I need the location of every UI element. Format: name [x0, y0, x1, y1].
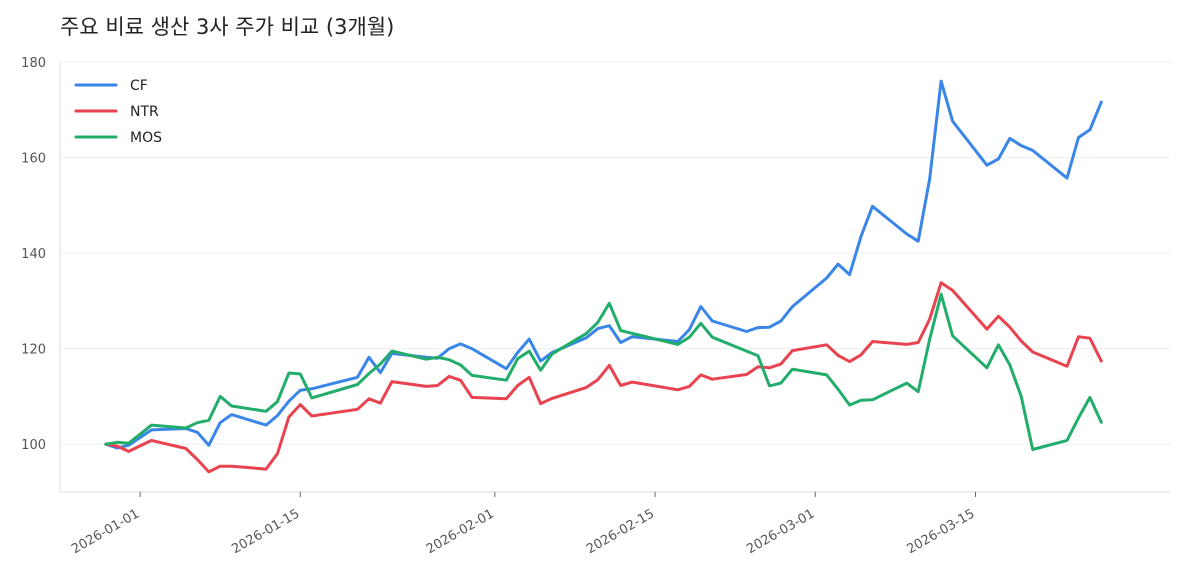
legend: CF NTR MOS	[74, 78, 162, 146]
x-tick-label: 2026-03-01	[744, 506, 817, 557]
legend-label-cf: CF	[130, 78, 148, 94]
y-tick-label: 140	[21, 247, 46, 262]
y-axis-ticks: 100 120 140 160 180	[21, 56, 46, 453]
x-tick-label: 2026-02-01	[424, 506, 497, 557]
series-line-ntr	[104, 281, 1103, 474]
chart-title: 주요 비료 생산 3사 주가 비교 (3개월)	[60, 15, 394, 39]
x-tick-label: 2026-01-15	[229, 506, 302, 557]
y-tick-label: 100	[21, 438, 46, 453]
y-tick-label: 180	[21, 56, 46, 71]
legend-label-ntr: NTR	[130, 104, 159, 120]
series-line-mos	[104, 292, 1103, 451]
x-axis-ticks: 2026-01-01 2026-01-15 2026-02-01 2026-02-15…	[69, 492, 977, 557]
series-lines	[104, 79, 1103, 474]
series-line-cf	[104, 79, 1103, 450]
x-tick-label: 2026-03-15	[905, 506, 978, 557]
grid-lines	[60, 61, 1170, 445]
y-tick-label: 120	[21, 343, 46, 358]
x-tick-label: 2026-01-01	[69, 506, 142, 557]
legend-label-mos: MOS	[130, 130, 162, 146]
y-tick-label: 160	[21, 152, 46, 167]
axes	[59, 62, 1170, 493]
x-tick-label: 2026-02-15	[584, 506, 657, 557]
